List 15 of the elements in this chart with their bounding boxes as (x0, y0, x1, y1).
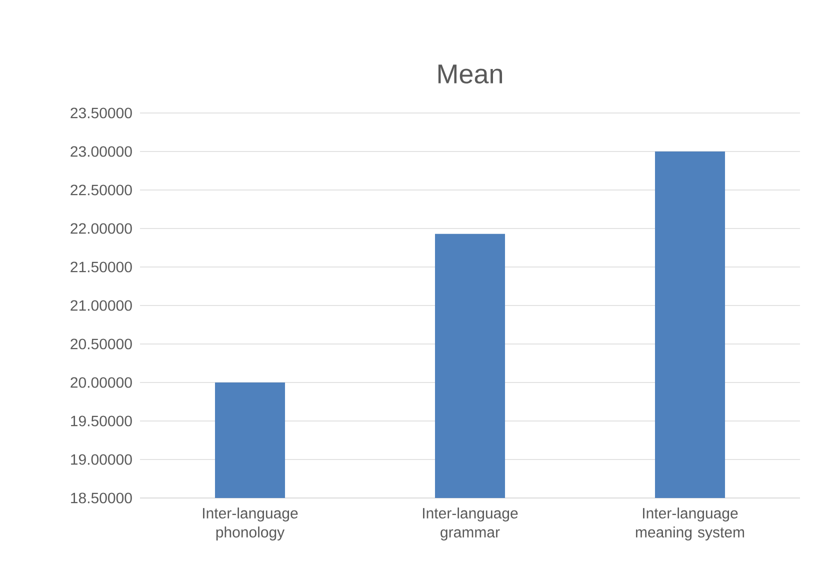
y-tick-label: 19.50000 (71, 416, 132, 426)
chart-title: Mean (438, 64, 502, 84)
x-tick-label: Inter-language meaning system (636, 508, 744, 540)
y-tick-label: 21.00000 (70, 300, 132, 311)
y-tick-label: 20.00000 (70, 377, 132, 388)
y-tick-label: 18.50000 (71, 492, 132, 504)
y-tick-label: 23.00000 (70, 146, 132, 157)
y-tick-label: 21.50000 (70, 262, 132, 272)
x-tick-label: Inter-language grammar (423, 508, 518, 540)
y-tick-label: 22.50000 (70, 184, 132, 196)
y-tick-label: 23.50000 (70, 108, 132, 118)
y-tick-label: 22.00000 (70, 223, 132, 234)
y-tick-label: 20.50000 (70, 338, 132, 350)
y-tick-label: 19.00000 (71, 454, 132, 465)
x-tick-label: Inter-language phonology (203, 508, 298, 540)
